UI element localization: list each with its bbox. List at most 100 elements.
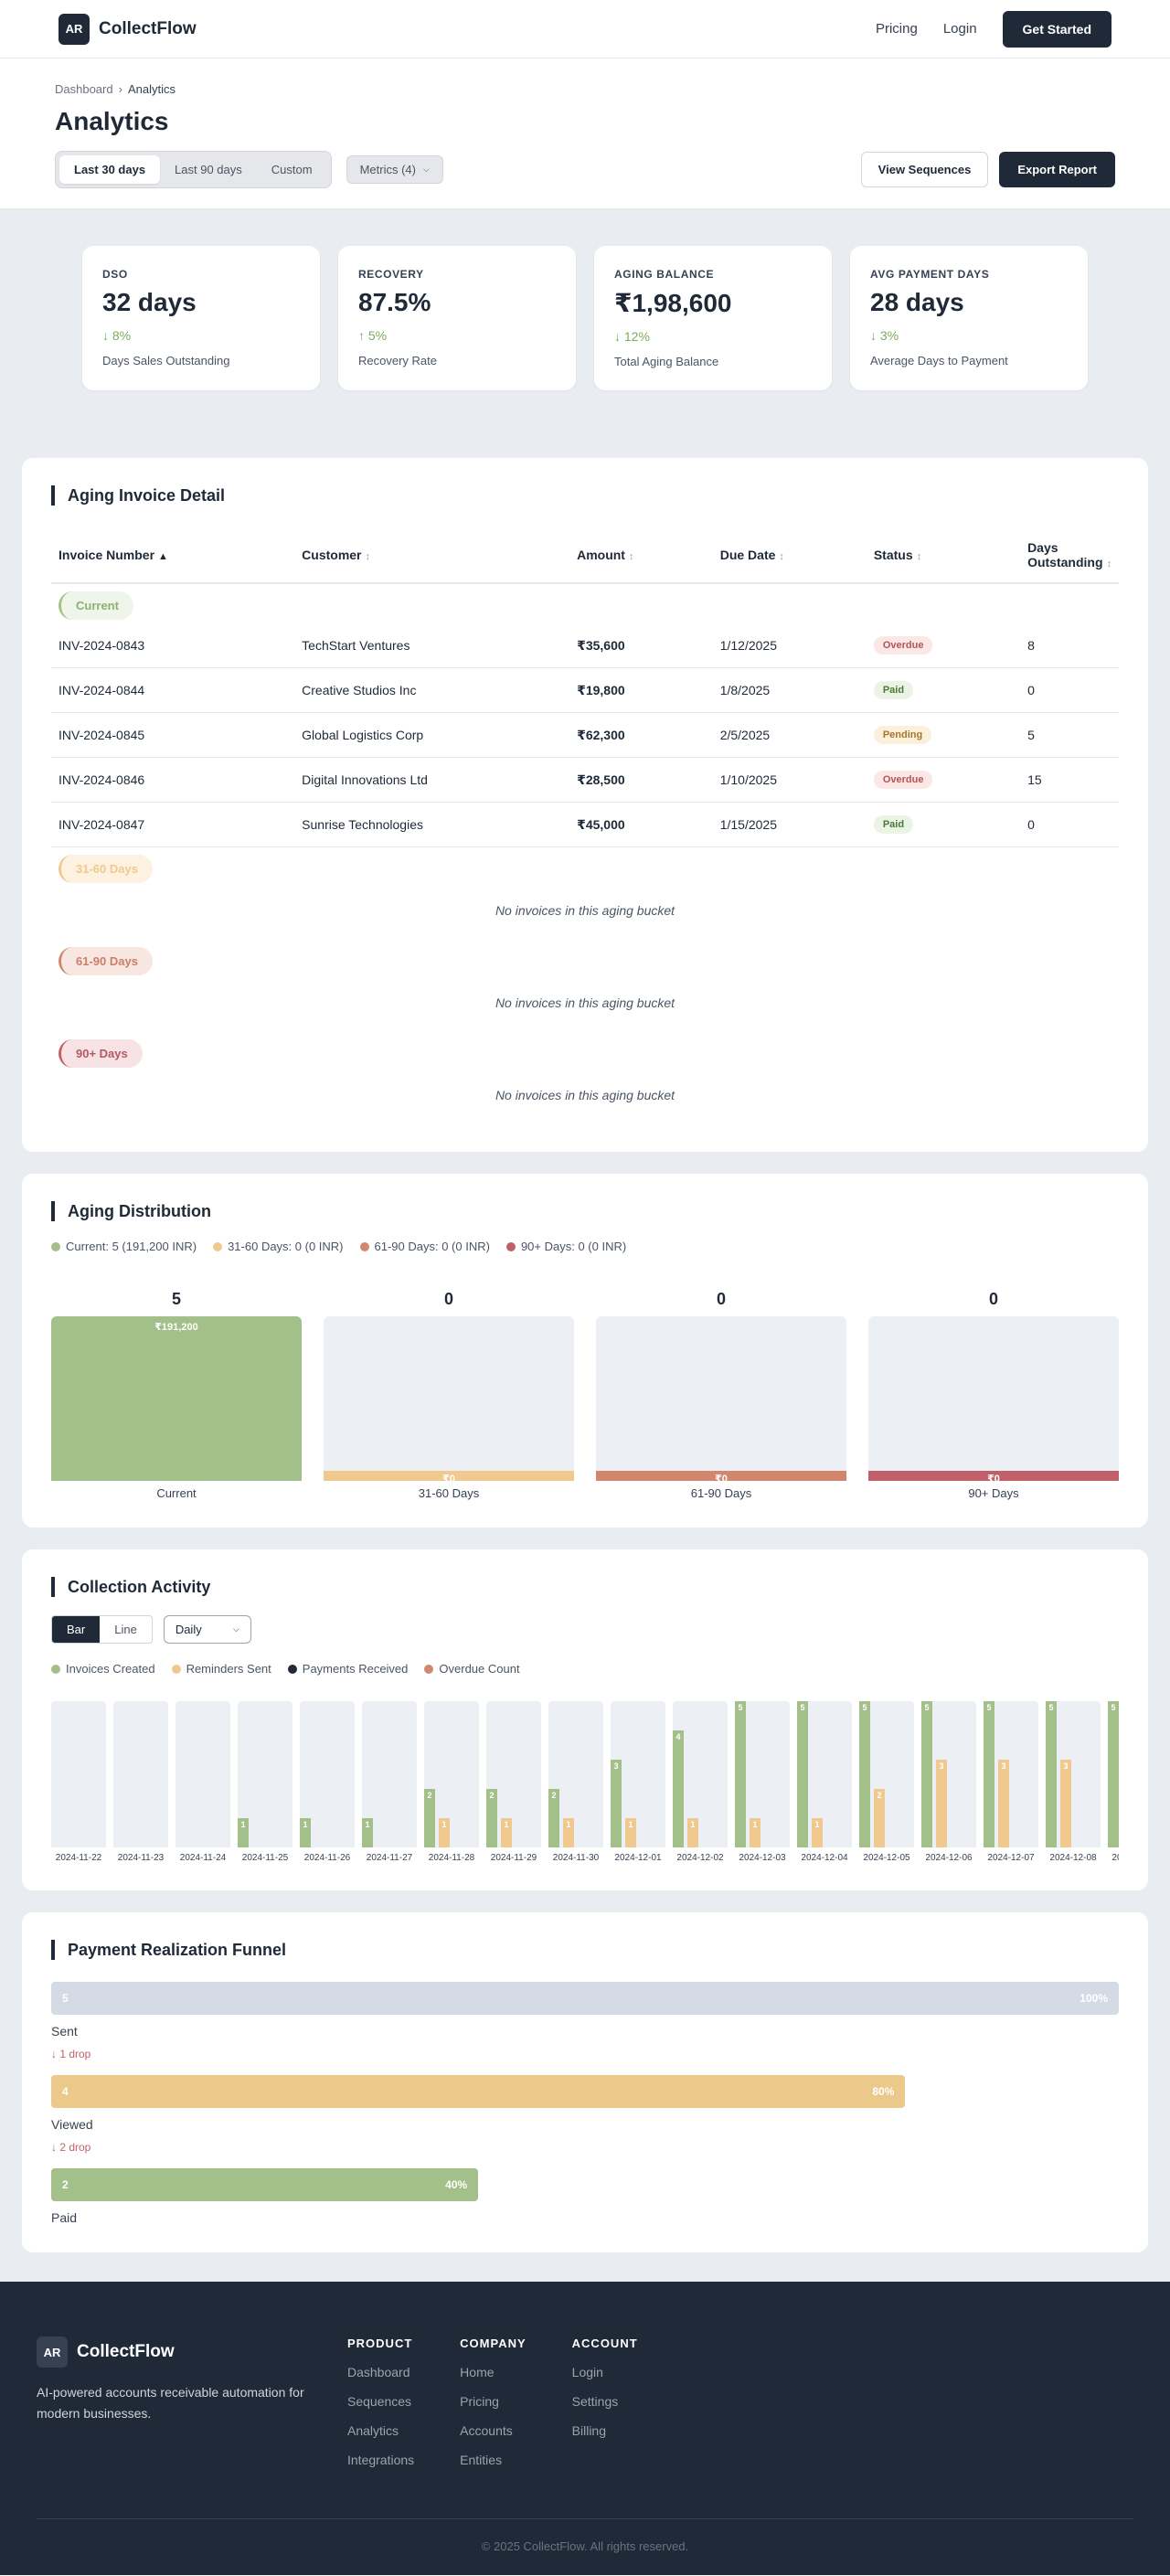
collection-activity-title: Collection Activity — [51, 1577, 1119, 1597]
empty-bucket-row: No invoices in this aging bucket — [51, 979, 1119, 1032]
footer-column-account: ACCOUNT Login Settings Billing — [572, 2336, 638, 2467]
column-days-outstanding[interactable]: Days Outstanding ↕ — [1020, 527, 1119, 584]
distribution-label: Current — [156, 1486, 197, 1500]
footer-link-analytics[interactable]: Analytics — [347, 2423, 399, 2438]
column-invoice-number[interactable]: Invoice Number ▲ — [51, 527, 295, 584]
aging-distribution-title: Aging Distribution — [51, 1201, 1119, 1221]
amount-cell: ₹45,000 — [569, 802, 713, 847]
activity-date-label: 2024-12-09 — [1112, 1853, 1119, 1863]
get-started-button[interactable]: Get Started — [1002, 10, 1112, 48]
footer-link-settings[interactable]: Settings — [571, 2394, 619, 2409]
due-date-cell: 1/15/2025 — [712, 802, 867, 847]
due-date-cell: 2/5/2025 — [712, 712, 867, 758]
column-due-date[interactable]: Due Date ↕ — [712, 527, 867, 584]
bucket-label-current[interactable]: Current — [58, 591, 133, 620]
table-row[interactable]: INV-2024-0843 TechStart Ventures ₹35,600 1/… — [51, 623, 1119, 668]
distribution-bar-track[interactable]: ₹0 — [868, 1316, 1119, 1481]
activity-bar-track[interactable]: 1 — [238, 1701, 292, 1847]
range-last-90-days[interactable]: Last 90 days — [175, 163, 242, 176]
chart-type-bar[interactable]: Bar — [52, 1616, 101, 1643]
view-sequences-button[interactable]: View Sequences — [860, 152, 989, 187]
aging-distribution-chart: 5 ₹191,200 Current 0 ₹0 31-60 Days 0 ₹0 61-90 Da… — [51, 1290, 1119, 1500]
activity-legend: Invoices Created Reminders Sent Payments R… — [51, 1662, 1119, 1676]
activity-bar-track[interactable]: 1 — [362, 1701, 417, 1847]
invoice-number-cell: INV-2024-0843 — [51, 623, 295, 668]
distribution-column-61-90-days: 0 ₹0 61-90 Days — [596, 1290, 846, 1500]
metrics-dropdown[interactable]: Metrics (4) ⌵ — [346, 155, 443, 184]
footer-link-dashboard[interactable]: Dashboard — [347, 2365, 410, 2379]
distribution-column-90-days: 0 ₹0 90+ Days — [868, 1290, 1119, 1500]
table-row[interactable]: INV-2024-0844 Creative Studios Inc ₹19,800… — [51, 667, 1119, 713]
bucket-label-31-60-days[interactable]: 31-60 Days — [58, 855, 153, 883]
activity-bar-track[interactable]: 1 — [300, 1701, 355, 1847]
granularity-select[interactable]: Daily ⌵ — [163, 1615, 251, 1644]
table-row[interactable]: INV-2024-0845 Global Logistics Corp ₹62,30… — [51, 712, 1119, 758]
activity-bar-reminders-sent: 1 — [563, 1818, 574, 1847]
table-row[interactable]: INV-2024-0847 Sunrise Technologies ₹45,000… — [51, 802, 1119, 847]
range-last-30-days[interactable]: Last 30 days — [59, 155, 161, 184]
kpi-label: DSO — [102, 268, 128, 281]
due-date-cell: 1/12/2025 — [712, 623, 867, 668]
brand[interactable]: AR CollectFlow — [58, 13, 197, 45]
activity-bar-track[interactable]: 53 — [1108, 1701, 1119, 1847]
funnel-bar-paid[interactable]: 2 40% — [51, 2168, 479, 2201]
footer-columns: PRODUCT Dashboard Sequences Analytics Integr… — [347, 2336, 684, 2467]
export-report-button[interactable]: Export Report — [999, 152, 1115, 187]
activity-day-column: 2 1 2024-11-28 — [424, 1701, 479, 1863]
footer-link-integrations[interactable]: Integrations — [347, 2453, 415, 2467]
footer-logo-badge: AR — [37, 2336, 68, 2368]
legend-item: 61-90 Days: 0 (0 INR) — [359, 1240, 490, 1253]
funnel-bar-sent[interactable]: 5 100% — [51, 1982, 1119, 2015]
footer-link-entities[interactable]: Entities — [460, 2453, 503, 2467]
distribution-bar-track[interactable]: ₹0 — [324, 1316, 574, 1481]
activity-chart-viewport[interactable]: 2024-11-22 2024-11-23 2024-11-24 1 2024-11-2… — [51, 1701, 1119, 1863]
activity-bar-invoices-created: 3 — [611, 1760, 622, 1847]
bucket-label-90-days[interactable]: 90+ Days — [58, 1039, 143, 1068]
footer-link-pricing[interactable]: Pricing — [460, 2394, 499, 2409]
activity-bar-track[interactable] — [113, 1701, 168, 1847]
footer-link-sequences[interactable]: Sequences — [347, 2394, 412, 2409]
activity-bar-track[interactable] — [176, 1701, 230, 1847]
brand-name: CollectFlow — [99, 18, 197, 38]
nav-link-pricing[interactable]: Pricing — [875, 21, 918, 37]
bucket-label-61-90-days[interactable]: 61-90 Days — [58, 947, 153, 975]
column-status[interactable]: Status ↕ — [866, 527, 1021, 584]
chart-type-line[interactable]: Line — [114, 1623, 137, 1636]
activity-bar-track[interactable] — [51, 1701, 106, 1847]
table-row[interactable]: INV-2024-0846 Digital Innovations Ltd ₹28,… — [51, 757, 1119, 803]
distribution-bar-track[interactable]: ₹191,200 — [51, 1316, 302, 1481]
activity-date-label: 2024-11-30 — [552, 1853, 600, 1863]
funnel-stage-label: Viewed — [51, 2117, 93, 2132]
activity-date-label: 2024-11-26 — [303, 1853, 351, 1863]
distribution-count: 0 — [988, 1290, 998, 1308]
footer-link-accounts[interactable]: Accounts — [460, 2423, 513, 2438]
activity-bar-reminders-sent: 3 — [998, 1760, 1009, 1847]
footer-link-billing[interactable]: Billing — [571, 2423, 607, 2438]
footer-link-home[interactable]: Home — [460, 2365, 495, 2379]
bucket-row: 90+ Days — [51, 1032, 1119, 1071]
activity-day-column: 5 3 2024-12-06 — [921, 1701, 976, 1863]
breadcrumb-current: Analytics — [127, 82, 176, 96]
distribution-bar-track[interactable]: ₹0 — [596, 1316, 846, 1481]
breadcrumb-dashboard[interactable]: Dashboard — [55, 82, 113, 96]
funnel-bar-viewed[interactable]: 4 80% — [51, 2075, 906, 2108]
column-customer[interactable]: Customer ↕ — [294, 527, 570, 584]
nav-link-login[interactable]: Login — [942, 21, 977, 37]
chart-type-toggle: Bar Line — [51, 1615, 153, 1644]
range-custom[interactable]: Custom — [271, 163, 313, 176]
footer-link-login[interactable]: Login — [571, 2365, 603, 2379]
header-controls: Last 30 days Last 90 days Custom Metrics… — [55, 151, 1115, 188]
distribution-label: 61-90 Days — [690, 1486, 752, 1500]
column-amount[interactable]: Amount ↕ — [569, 527, 713, 584]
